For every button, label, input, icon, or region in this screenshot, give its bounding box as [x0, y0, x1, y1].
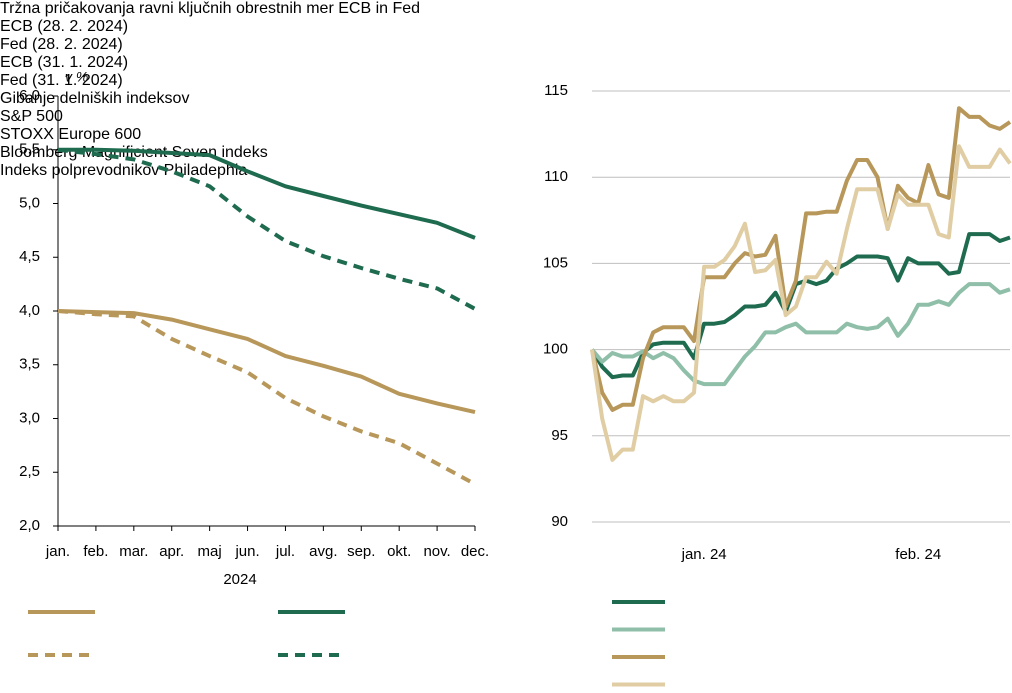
x-tick-label: jul.: [275, 543, 295, 560]
line-series: [58, 147, 476, 240]
x-tick-label: jun.: [234, 543, 259, 560]
line-series: [590, 106, 1012, 412]
legend-label: ECB (28. 2. 2024): [0, 18, 129, 35]
y-tick-label: 4,0: [19, 302, 40, 319]
x-tick-label: jan. 24: [681, 546, 727, 563]
line-series: [57, 147, 476, 311]
legend-label: Fed (28. 2. 2024): [0, 36, 123, 53]
x-tick-label: nov.: [423, 543, 450, 560]
y-tick-label: 6,0: [19, 87, 40, 104]
x-tick-label: feb.: [83, 543, 108, 560]
line-series: [590, 232, 1011, 380]
x-tick-label: okt.: [387, 543, 411, 560]
y-tick-label: 115: [544, 82, 568, 99]
y-tick-label: 95: [551, 427, 568, 444]
x-tick-label: feb. 24: [895, 546, 941, 563]
y-tick-label: 100: [543, 341, 568, 358]
x-tick-label: sep.: [347, 543, 375, 560]
chart-title: Gibanje delniških indeksov: [0, 90, 190, 107]
line-series: [590, 144, 1012, 462]
y-axis-label: v %: [65, 69, 88, 85]
y-tick-label: 90: [551, 513, 568, 530]
x-tick-label: maj: [198, 543, 222, 560]
y-tick-label: 4,5: [19, 248, 40, 265]
x-tick-label: mar.: [119, 543, 148, 560]
legend-label: S&P 500: [0, 108, 63, 125]
y-tick-label: 105: [543, 254, 568, 271]
x-tick-label: jan.: [45, 543, 70, 560]
y-tick-label: 3,5: [19, 356, 40, 373]
x-tick-label: dec.: [461, 543, 489, 560]
y-tick-label: 2,5: [19, 463, 40, 480]
y-tick-label: 3,0: [19, 409, 40, 426]
y-tick-label: 2,0: [19, 517, 40, 534]
legend-label: Fed (31. 1. 2024): [0, 72, 123, 89]
y-tick-label: 5,5: [19, 141, 40, 158]
y-tick-label: 5,0: [19, 194, 40, 211]
y-tick-label: 110: [544, 168, 568, 185]
x-axis-label: 2024: [223, 571, 256, 588]
line-series: [57, 309, 476, 415]
line-series: [590, 282, 1011, 387]
chart-title: Tržna pričakovanja ravni ključnih obrest…: [0, 0, 421, 17]
legend-label: STOXX Europe 600: [0, 126, 142, 143]
x-tick-label: avg.: [309, 543, 337, 560]
x-tick-label: apr.: [159, 543, 184, 560]
legend-label: ECB (31. 1. 2024): [0, 54, 129, 71]
line-series: [57, 309, 476, 486]
legend-label: Indeks polprevodnikov Philadephia: [0, 162, 248, 179]
